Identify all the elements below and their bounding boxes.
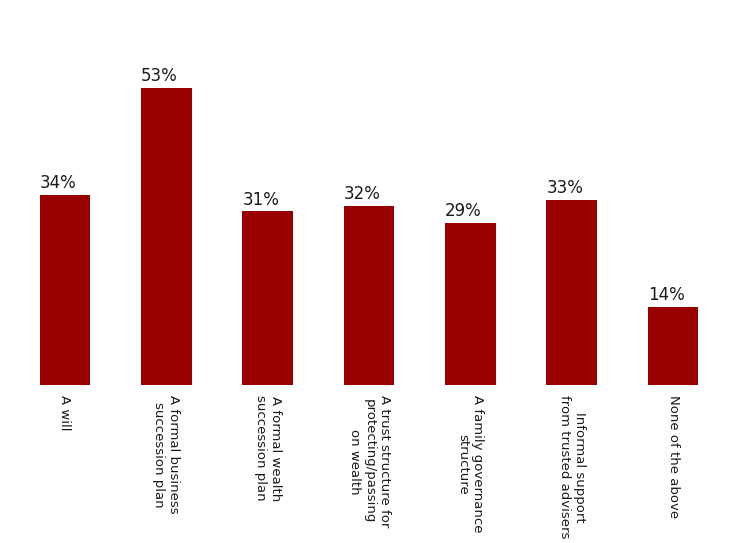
Bar bbox=[445, 223, 496, 385]
Text: 32%: 32% bbox=[344, 185, 381, 203]
Bar bbox=[40, 194, 90, 385]
Bar bbox=[141, 88, 192, 385]
Text: 34%: 34% bbox=[40, 174, 77, 192]
Text: 31%: 31% bbox=[242, 191, 279, 209]
Bar bbox=[242, 211, 293, 385]
Bar bbox=[648, 307, 698, 385]
Bar bbox=[344, 206, 394, 385]
Bar bbox=[546, 200, 597, 385]
Text: 29%: 29% bbox=[445, 202, 482, 220]
Text: 33%: 33% bbox=[546, 179, 583, 198]
Text: 53%: 53% bbox=[141, 67, 178, 85]
Text: 14%: 14% bbox=[648, 286, 684, 304]
